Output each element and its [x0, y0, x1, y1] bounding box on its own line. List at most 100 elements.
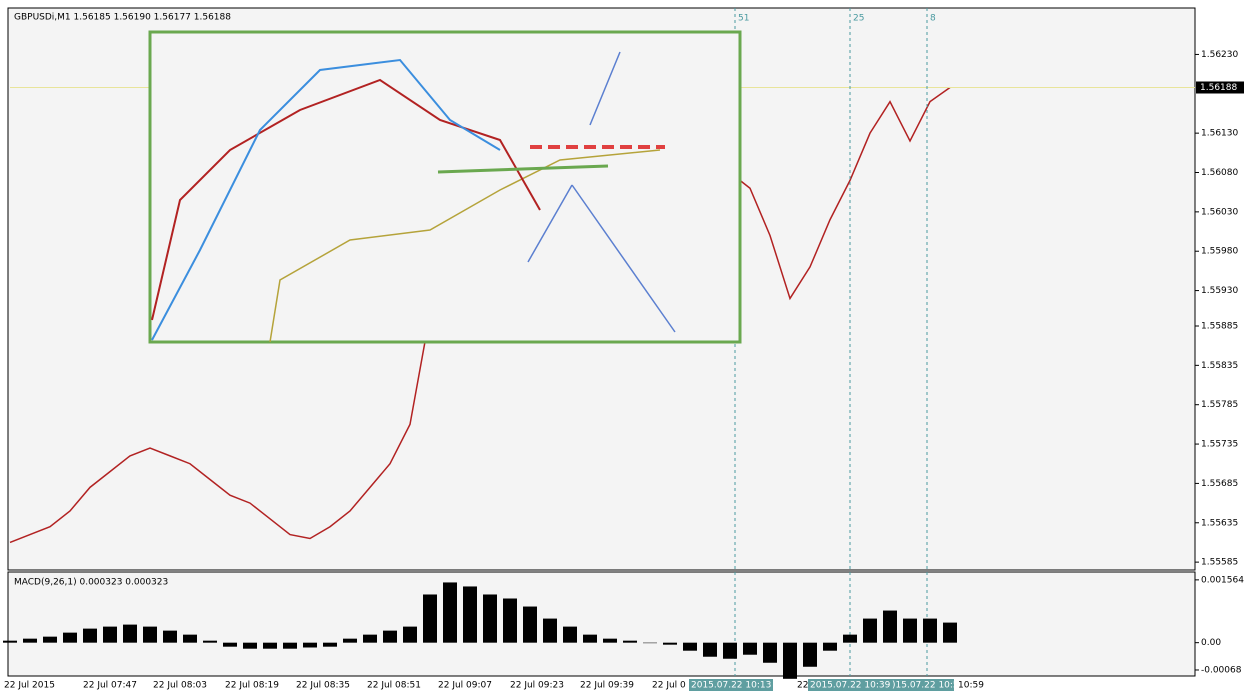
y-tick-label: -0.00068 [1201, 665, 1242, 675]
x-tick-label: 22 Jul 09:07 [438, 681, 492, 691]
macd-bar [163, 630, 177, 643]
inset-line [151, 78, 541, 321]
macd-bar [603, 638, 617, 643]
macd-bar [883, 610, 897, 643]
macd-bar [523, 606, 537, 643]
y-tick-label: 1.55635 [1201, 518, 1238, 528]
macd-bar [403, 626, 417, 643]
arrow [527, 184, 573, 263]
macd-bar [323, 642, 337, 647]
arrow [571, 184, 676, 333]
inset-box [148, 30, 742, 344]
macd-bar [643, 642, 657, 644]
macd-bar [103, 626, 117, 643]
y-tick-label: 1.55835 [1201, 361, 1238, 371]
x-tick-label: 22 Jul 2015 [4, 681, 55, 691]
macd-bar [943, 622, 957, 643]
macd-bar [463, 586, 477, 643]
x-tick-label: 22 Jul 08:51 [367, 681, 421, 691]
macd-bar [263, 642, 277, 649]
vertical-line-label: 51 [738, 14, 749, 24]
y-tick-label: 1.56230 [1201, 50, 1238, 60]
x-tick-label: 10:59 [958, 681, 984, 691]
x-tick-label: 22 Jul 07:47 [83, 681, 137, 691]
macd-bar [83, 628, 97, 643]
vertical-line-label: 8 [930, 14, 936, 24]
macd-bar [903, 618, 917, 643]
macd-bar [623, 640, 637, 643]
y-tick-label: 1.55980 [1201, 247, 1238, 257]
y-tick-label: 1.55785 [1201, 400, 1238, 410]
x-tick-label: 22 Jul 08:03 [153, 681, 207, 691]
x-tick-label: 22 Jul 08:35 [296, 681, 350, 691]
x-label-highlight [808, 679, 892, 691]
macd-bar [63, 632, 77, 643]
macd-bar [343, 638, 357, 643]
macd-bar [723, 642, 737, 659]
inset-line [269, 149, 661, 343]
macd-bar [543, 618, 557, 643]
y-tick-label: 1.55930 [1201, 286, 1238, 296]
vertical-line-label: 25 [853, 14, 864, 24]
macd-bar [43, 636, 57, 643]
macd-bar [363, 634, 377, 643]
y-tick-label: 1.56130 [1201, 129, 1238, 139]
macd-bar [483, 594, 497, 643]
y-tick-label: 1.55885 [1201, 321, 1238, 331]
y-tick-label: 1.56080 [1201, 168, 1238, 178]
x-tick-label: 2015.07.22 10:39 [810, 681, 891, 691]
price-marker-box [1196, 81, 1244, 94]
x-tick-label: 2015.07.22 10:13 [691, 681, 771, 691]
chart-title: GBPUSDi,M1 1.56185 1.56190 1.56177 1.561… [14, 13, 231, 23]
inset-frame [148, 30, 742, 344]
y-tick-label: 1.56030 [1201, 207, 1238, 217]
macd-bar [863, 618, 877, 643]
macd-bar [223, 642, 237, 647]
y-tick-label: 1.55685 [1201, 479, 1238, 489]
macd-bar [283, 642, 297, 649]
macd-bar [423, 594, 437, 643]
macd-bar [203, 640, 217, 643]
y-tick-label: 1.55585 [1201, 558, 1238, 568]
macd-bar [843, 634, 857, 643]
x-label-highlight [689, 679, 773, 691]
x-tick-label: 22 Jul 09:23 [510, 681, 564, 691]
macd-bar [503, 598, 517, 643]
macd-bar [923, 618, 937, 643]
x-tick-label: 22 [797, 681, 808, 691]
x-tick-label: 22 Jul 09:39 [580, 681, 634, 691]
macd-bar [783, 642, 797, 679]
macd-bar [443, 582, 457, 643]
macd-bar [583, 634, 597, 643]
annotation-line [437, 164, 609, 174]
x-tick-label: 22 Jul 08:19 [225, 681, 279, 691]
macd-bar [823, 642, 837, 651]
macd-bar [303, 642, 317, 648]
macd-bar [683, 642, 697, 651]
macd-bar [563, 626, 577, 643]
inset-line [151, 58, 501, 341]
x-tick-label: )15.07.22 10:56 [892, 681, 965, 691]
macd-bar [663, 642, 677, 645]
macd-bar [3, 640, 17, 643]
macd-bar [143, 626, 157, 643]
macd-bar [703, 642, 717, 657]
x-label-highlight [890, 679, 954, 691]
macd-bar [243, 642, 257, 649]
y-tick-label: 0.00 [1201, 638, 1221, 648]
macd-bar [743, 642, 757, 655]
y-tick-label: 0.001564 [1201, 575, 1244, 585]
arrow [589, 51, 621, 126]
macd-bar [383, 630, 397, 643]
y-tick-label: 1.55735 [1201, 440, 1238, 450]
macd-bar [183, 634, 197, 643]
x-tick-label: 22 Jul 0 [652, 681, 686, 691]
macd-bar [763, 642, 777, 663]
macd-title: MACD(9,26,1) 0.000323 0.000323 [14, 578, 168, 588]
macd-bar [123, 624, 137, 643]
macd-panel [7, 571, 1196, 677]
macd-bar [803, 642, 817, 667]
macd-bar [23, 638, 37, 643]
price-marker-label: 1.56188 [1200, 83, 1237, 93]
